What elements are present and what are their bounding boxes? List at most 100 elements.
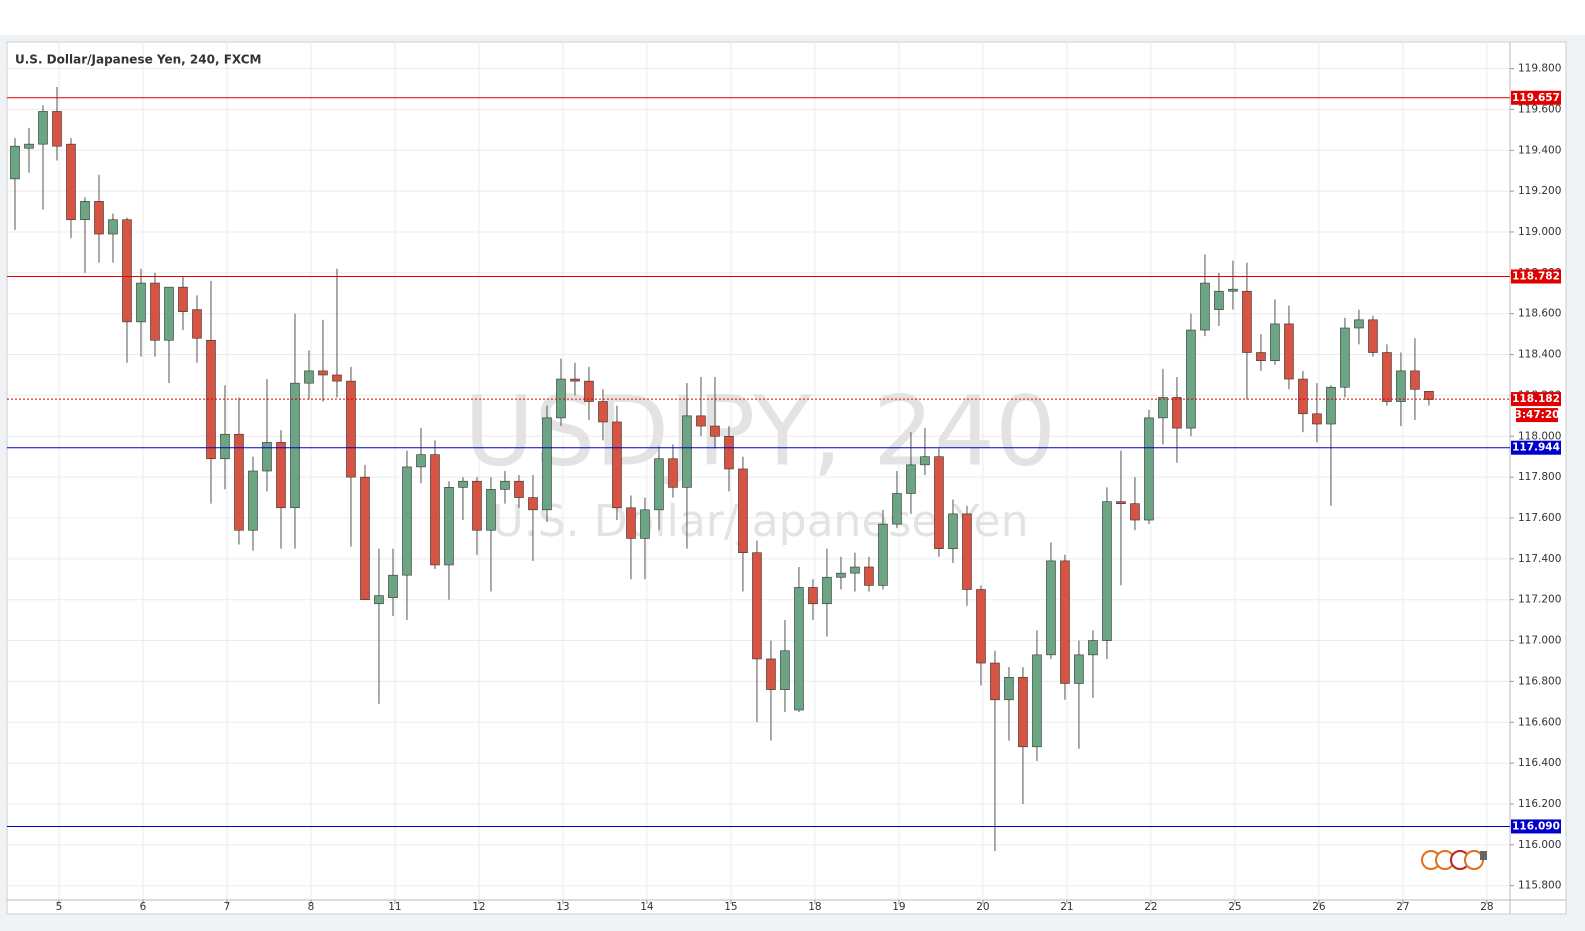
y-tick-label: 118.000: [1518, 430, 1561, 442]
candle-body: [52, 111, 62, 147]
candle-body: [1074, 654, 1084, 684]
candle-body: [262, 442, 272, 472]
x-tick-label: 8: [308, 901, 315, 913]
candle-body: [1326, 386, 1336, 425]
level-label: 118.782: [1512, 271, 1560, 283]
candle-body: [38, 111, 48, 145]
candle-body: [864, 566, 874, 586]
candle-body: [710, 425, 720, 437]
candle-body: [1144, 417, 1154, 521]
x-tick-label: 20: [976, 901, 989, 913]
candle-body: [416, 454, 426, 468]
candle-body: [1186, 329, 1196, 429]
x-tick-label: 19: [892, 901, 905, 913]
level-label-box: [1511, 392, 1561, 407]
candle-body: [1116, 501, 1126, 504]
candle-body: [1060, 560, 1070, 684]
candle-body: [514, 480, 524, 498]
candle-body: [500, 480, 510, 490]
candle-body: [766, 658, 776, 690]
candle-body: [1298, 378, 1308, 415]
candle-body: [24, 143, 34, 149]
y-tick-label: 116.400: [1518, 757, 1561, 769]
x-tick-label: 7: [224, 901, 231, 913]
candle-body: [1284, 323, 1294, 380]
y-tick-label: 119.200: [1518, 185, 1561, 197]
y-tick-label: 118.600: [1518, 308, 1561, 320]
candle-body: [878, 523, 888, 586]
y-tick-label: 117.200: [1518, 594, 1561, 606]
y-tick-label: 116.000: [1518, 839, 1561, 851]
candle-body: [122, 219, 132, 323]
candle-body: [990, 662, 1000, 701]
x-tick-label: 15: [724, 901, 737, 913]
candle-body: [1312, 413, 1322, 425]
candle-body: [738, 468, 748, 554]
candle-body: [1200, 282, 1210, 331]
candle-body: [1130, 503, 1140, 521]
candle-body: [808, 587, 818, 605]
candle-body: [248, 470, 258, 531]
level-label: 119.657: [1512, 92, 1560, 104]
candle-body: [444, 487, 454, 566]
candle-body: [850, 566, 860, 574]
candle-body: [1424, 391, 1434, 400]
candle-body: [1228, 288, 1238, 292]
candle-body: [346, 380, 356, 478]
candle-body: [920, 456, 930, 466]
y-tick-label: 117.000: [1518, 635, 1561, 647]
candle-body: [94, 201, 104, 235]
chart-title: U.S. Dollar/Japanese Yen, 240, FXCM: [15, 53, 261, 67]
candle-body: [822, 576, 832, 605]
x-tick-label: 25: [1228, 901, 1241, 913]
candle-body: [528, 497, 538, 511]
y-tick-label: 119.000: [1518, 226, 1561, 238]
candle-body: [626, 507, 636, 539]
candle-body: [80, 201, 90, 221]
y-tick-label: 119.800: [1518, 63, 1561, 75]
candle-body: [556, 378, 566, 419]
candle-body: [332, 374, 342, 382]
level-label-box: [1511, 269, 1561, 284]
candle-body: [1018, 677, 1028, 748]
x-tick-label: 6: [140, 901, 147, 913]
watermark-subtitle: U.S. Dollar/Japanese Yen: [492, 496, 1029, 547]
level-label-box: [1511, 90, 1561, 105]
candle-body: [724, 435, 734, 470]
x-tick-label: 5: [56, 901, 63, 913]
y-tick-label: 119.400: [1518, 144, 1561, 156]
candle-body: [598, 401, 608, 423]
candle-body: [1340, 327, 1350, 388]
y-tick-label: 116.200: [1518, 798, 1561, 810]
candle-body: [290, 382, 300, 509]
candle-body: [150, 282, 160, 341]
candle-body: [794, 587, 804, 711]
countdown: 3:47:20: [1515, 409, 1560, 421]
candle-body: [1172, 397, 1182, 429]
y-tick-label: 117.600: [1518, 512, 1561, 524]
candle-body: [1256, 352, 1266, 361]
candle-body: [1354, 319, 1364, 329]
candle-body: [906, 464, 916, 494]
x-tick-label: 21: [1060, 901, 1073, 913]
x-tick-label: 28: [1480, 901, 1493, 913]
x-tick-label: 14: [640, 901, 654, 913]
candle-body: [542, 417, 552, 511]
y-tick-label: 116.800: [1518, 675, 1561, 687]
candle-body: [276, 442, 286, 509]
candle-body: [10, 145, 20, 180]
candle-body: [402, 466, 412, 576]
candle-body: [472, 480, 482, 531]
candle-body: [220, 433, 230, 460]
candle-body: [164, 286, 174, 341]
candle-body: [934, 456, 944, 549]
candle-body: [780, 650, 790, 690]
y-tick-label: 116.600: [1518, 716, 1561, 728]
countdown-box: [1516, 408, 1558, 423]
candle-body: [1088, 640, 1098, 656]
candle-body: [360, 476, 370, 600]
level-label: 118.182: [1512, 393, 1560, 405]
candle-body: [836, 572, 846, 578]
candle-body: [192, 309, 202, 339]
